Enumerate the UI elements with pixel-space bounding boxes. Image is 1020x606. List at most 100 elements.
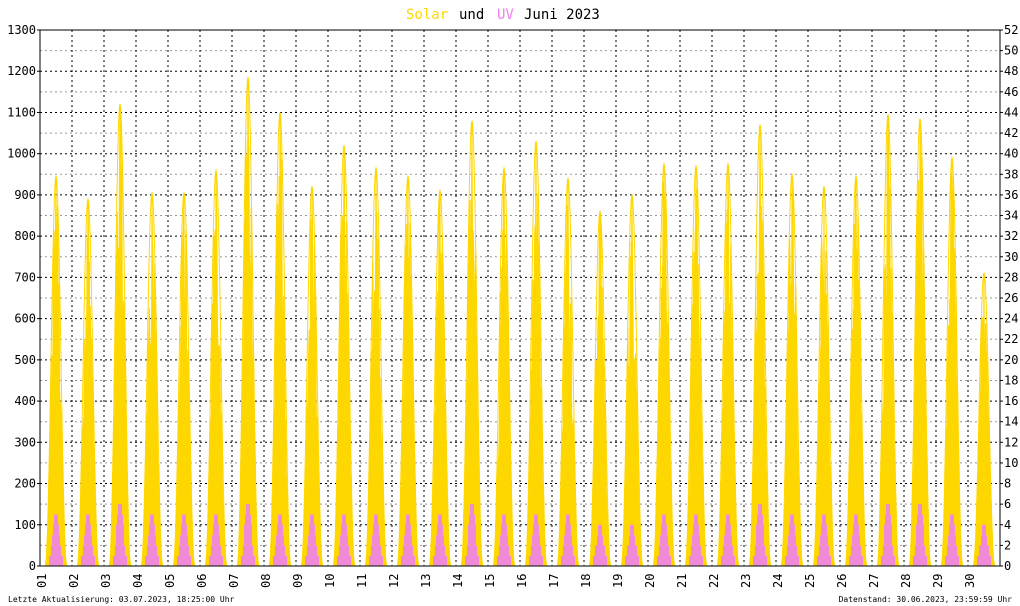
uv-bar — [668, 545, 669, 566]
uv-bar — [885, 514, 886, 566]
uv-bar — [276, 535, 277, 566]
uv-bar — [854, 514, 855, 566]
right-tick-label: 46 — [1004, 85, 1018, 99]
x-tick-label: 23 — [739, 574, 753, 588]
uv-bar — [505, 514, 506, 566]
uv-bar — [306, 555, 307, 566]
uv-bar — [987, 545, 988, 566]
solar-envelope-15 — [492, 166, 516, 567]
uv-bar — [314, 524, 315, 566]
uv-bar — [115, 545, 116, 566]
x-tick-label: 09 — [291, 574, 305, 588]
left-tick-label: 200 — [14, 477, 36, 491]
uv-bar — [51, 545, 52, 566]
uv-bar — [254, 555, 255, 566]
right-tick-label: 32 — [1004, 229, 1018, 243]
uv-bar — [849, 555, 850, 566]
right-tick-label: 16 — [1004, 394, 1018, 408]
uv-bar — [852, 535, 853, 566]
uv-bar — [498, 555, 499, 566]
uv-bar — [284, 545, 285, 566]
uv-bar — [318, 555, 319, 566]
uv-bar — [882, 555, 883, 566]
footer-right: Datenstand: 30.06.2023, 23:59:59 Uhr — [839, 595, 1013, 604]
right-tick-label: 28 — [1004, 270, 1018, 284]
x-tick-label: 18 — [579, 574, 593, 588]
uv-bar — [631, 524, 632, 566]
uv-bar — [667, 535, 668, 566]
right-tick-label: 30 — [1004, 250, 1018, 264]
x-tick-label: 08 — [259, 574, 273, 588]
x-axis-ticks: 01 02 03 04 05 06 07 08 09 10 11 12 13 14 15 16 17 18 19 20… — [35, 574, 977, 588]
uv-bar — [888, 504, 889, 566]
uv-bar — [477, 555, 478, 566]
uv-bar — [442, 524, 443, 566]
uv-bar — [978, 555, 979, 566]
uv-bar — [473, 504, 474, 566]
uv-bar — [178, 555, 179, 566]
uv-bar — [509, 555, 510, 566]
uv-bar — [887, 504, 888, 566]
uv-bar — [983, 524, 984, 566]
uv-bar — [181, 524, 182, 566]
uv-bar — [949, 524, 950, 566]
solar-envelope-11 — [364, 166, 388, 567]
uv-bar — [117, 514, 118, 566]
uv-bar — [797, 555, 798, 566]
uv-bar — [918, 504, 919, 566]
uv-bar — [826, 524, 827, 566]
x-tick-label: 20 — [643, 574, 657, 588]
uv-bar — [214, 514, 215, 566]
uv-bar — [661, 524, 662, 566]
uv-bar — [535, 514, 536, 566]
uv-bar — [829, 555, 830, 566]
uv-bar — [568, 514, 569, 566]
uv-bar — [408, 514, 409, 566]
uv-bar — [58, 524, 59, 566]
uv-bar — [537, 514, 538, 566]
uv-bar — [946, 555, 947, 566]
uv-bar — [409, 514, 410, 566]
uv-bar — [120, 504, 121, 566]
uv-bar — [185, 514, 186, 566]
uv-bar — [403, 545, 404, 566]
uv-bar — [377, 514, 378, 566]
right-tick-label: 12 — [1004, 435, 1018, 449]
uv-bar — [728, 514, 729, 566]
uv-bar — [916, 524, 917, 566]
uv-bar — [628, 545, 629, 566]
uv-bar — [499, 545, 500, 566]
uv-bar — [438, 514, 439, 566]
uv-bar — [563, 545, 564, 566]
right-tick-label: 50 — [1004, 44, 1018, 58]
uv-bar — [792, 514, 793, 566]
uv-bar — [858, 524, 859, 566]
uv-bar — [468, 524, 469, 566]
solar-envelope-10 — [332, 145, 356, 567]
x-tick-label: 04 — [131, 574, 145, 588]
uv-bar — [242, 555, 243, 566]
x-tick-label: 10 — [323, 574, 337, 588]
x-tick-label: 21 — [675, 574, 689, 588]
uv-bar — [88, 514, 89, 566]
uv-bar — [414, 555, 415, 566]
uv-bar — [630, 524, 631, 566]
right-tick-label: 20 — [1004, 353, 1018, 367]
x-tick-label: 13 — [419, 574, 433, 588]
uv-bar — [633, 524, 634, 566]
uv-bar — [665, 514, 666, 566]
uv-bar — [754, 555, 755, 566]
uv-bar — [658, 555, 659, 566]
uv-bar — [345, 514, 346, 566]
solar-envelope-12 — [396, 174, 420, 567]
uv-bar — [884, 524, 885, 566]
uv-bar — [635, 545, 636, 566]
x-tick-label: 03 — [99, 574, 113, 588]
solar-day-08 — [268, 112, 292, 567]
uv-bar — [444, 545, 445, 566]
solar-envelope-20 — [652, 162, 676, 567]
right-tick-label: 34 — [1004, 209, 1018, 223]
x-tick-label: 14 — [451, 574, 465, 588]
uv-bar — [819, 545, 820, 566]
uv-bar — [821, 524, 822, 566]
